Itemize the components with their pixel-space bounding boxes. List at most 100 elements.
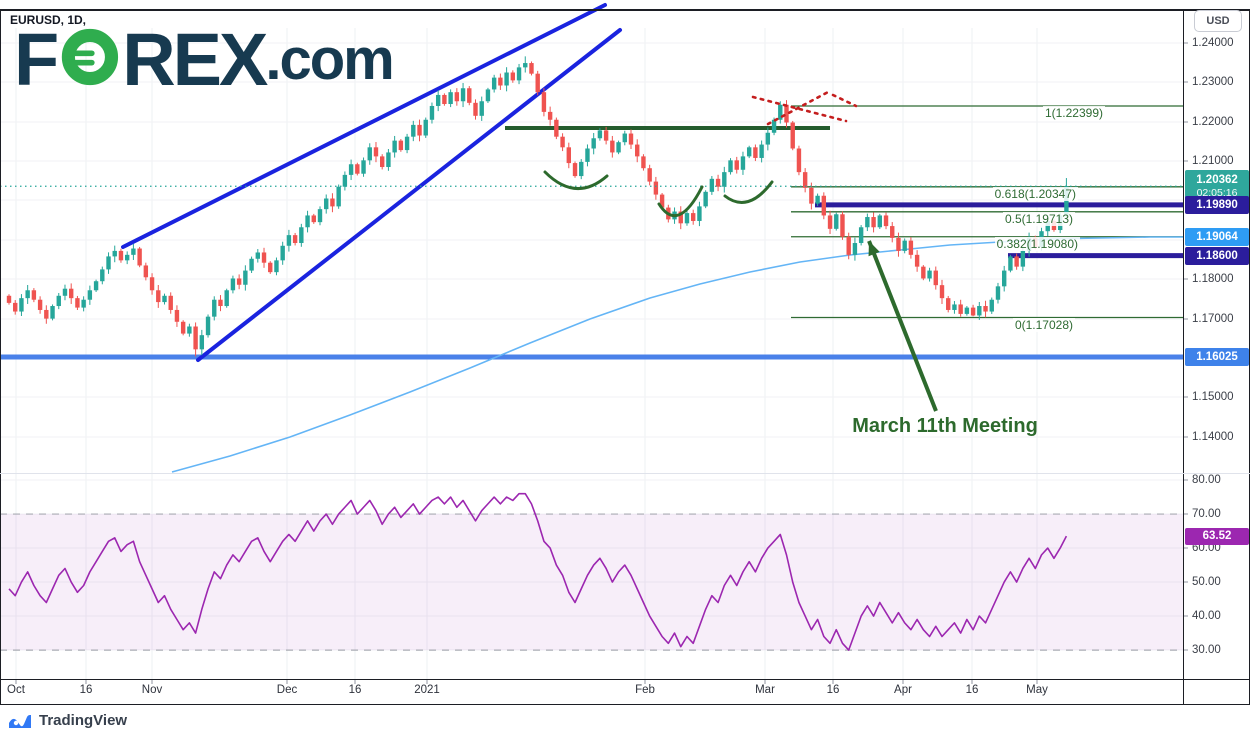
candle-body <box>572 163 578 177</box>
candle-body <box>342 174 348 187</box>
candle-body <box>734 160 739 170</box>
candle-body <box>485 89 491 102</box>
forex-o-icon <box>59 26 119 93</box>
candle-body <box>902 240 907 251</box>
frame-right <box>1249 9 1250 705</box>
fib-level-label: 1(1.22399) <box>1042 106 1105 120</box>
candle-body <box>809 187 814 204</box>
candle-body <box>218 299 223 307</box>
candle-body <box>330 198 335 207</box>
rsi-axis-label: 60.00 <box>1192 542 1221 555</box>
candle-body <box>815 195 820 204</box>
candle-body <box>274 260 279 273</box>
candle-body <box>100 269 105 282</box>
meeting-arrow[interactable] <box>867 240 938 412</box>
pane-separator[interactable] <box>0 473 1250 474</box>
candle-body <box>112 250 117 257</box>
forex-watermark: F REX .com <box>14 17 395 101</box>
candle-body <box>790 122 795 149</box>
candle-body <box>467 88 472 103</box>
time-axis-label: 16 <box>79 684 93 696</box>
candle-body <box>479 101 484 116</box>
time-axis-label: May <box>1026 684 1048 696</box>
price-scale-separator[interactable] <box>1183 9 1184 705</box>
candle-body <box>348 164 354 175</box>
time-scale-separator <box>0 679 1250 680</box>
candle-body <box>398 140 404 151</box>
candle-body <box>324 198 329 210</box>
fib-retracement[interactable] <box>791 105 1183 319</box>
badge-price: 1.20362 <box>1196 174 1238 187</box>
candle-body <box>510 72 516 81</box>
candle-body <box>404 136 410 151</box>
meeting-annotation-text[interactable]: March 11th Meeting <box>852 415 1038 437</box>
candle-body <box>952 304 957 310</box>
candle-body <box>914 254 920 267</box>
candle-body <box>871 217 876 228</box>
candle-body <box>1014 256 1019 267</box>
price-axis-label: 1.21000 <box>1192 155 1234 168</box>
candle-body <box>977 306 982 316</box>
candle-body <box>205 316 211 336</box>
annotation-arc[interactable] <box>723 180 774 204</box>
annotation-arc[interactable] <box>657 185 704 217</box>
rsi-axis-label: 50.00 <box>1192 576 1221 589</box>
price-axis-label: 1.18000 <box>1192 273 1234 286</box>
tradingview-logo[interactable]: TradingView <box>8 712 127 729</box>
time-axis-label: 16 <box>826 684 840 696</box>
time-scale[interactable] <box>0 680 1183 704</box>
time-axis-label: Feb <box>635 684 655 696</box>
price-axis-badge: 1.19064 <box>1185 228 1249 247</box>
trendline[interactable] <box>196 28 622 362</box>
annotation-arc[interactable] <box>543 170 609 191</box>
candle-body <box>411 124 416 137</box>
rsi-axis-label: 70.00 <box>1192 508 1221 521</box>
candle-body <box>709 178 715 192</box>
candle-body <box>386 152 391 168</box>
candle-body <box>106 256 111 270</box>
candle-body <box>454 92 460 102</box>
price-axis-badge: 1.16025 <box>1185 348 1249 367</box>
candle-body <box>187 326 192 334</box>
candle-body <box>292 235 298 244</box>
candle-body <box>442 94 447 105</box>
annotation-red-cross[interactable] <box>766 89 832 126</box>
annotation-red-cross[interactable] <box>831 93 858 108</box>
currency-badge[interactable]: USD <box>1194 10 1242 32</box>
candle-body <box>1045 220 1050 232</box>
watermark-f: F <box>14 17 59 101</box>
candle-body <box>317 209 323 223</box>
frame-bottom <box>0 704 1250 705</box>
candle-body <box>523 63 528 68</box>
candle-body <box>93 281 99 291</box>
rsi-band <box>0 514 1183 651</box>
price-axis-label: 1.23000 <box>1192 76 1234 89</box>
candle-body <box>1008 256 1013 271</box>
price-axis-label: 1.24000 <box>1192 36 1234 49</box>
fib-level-label: 0(1.17028) <box>1012 317 1075 332</box>
candle-body <box>299 227 304 244</box>
candle-body <box>715 178 721 187</box>
candle-body <box>908 240 914 255</box>
fib-level-label: 0.5(1.19713) <box>1002 211 1075 226</box>
candle-body <box>834 214 839 229</box>
candle-body <box>193 326 198 350</box>
candle-body <box>995 286 1001 300</box>
trendline[interactable] <box>121 3 607 249</box>
candle-body <box>429 105 435 120</box>
price-axis-label: 1.17000 <box>1192 312 1234 325</box>
candle-body <box>62 288 68 296</box>
candle-body <box>896 237 901 251</box>
candle-body <box>759 144 764 158</box>
candle-body <box>753 147 758 158</box>
symbol-title[interactable]: EURUSD, 1D, <box>10 13 87 27</box>
candle-body <box>13 302 18 312</box>
candle-body <box>460 88 466 102</box>
candle-body <box>958 304 963 314</box>
candle-body <box>1064 186 1069 216</box>
candle-body <box>802 172 808 188</box>
annotation-red-cross[interactable] <box>751 95 848 123</box>
candle-body <box>635 144 640 157</box>
